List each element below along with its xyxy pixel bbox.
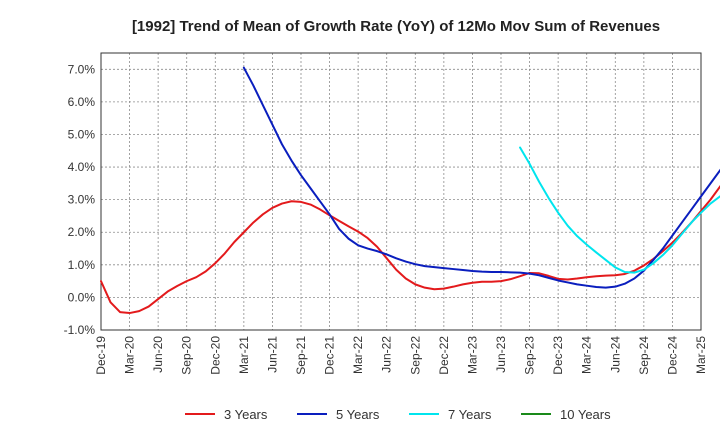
x-tick-label: Mar-23 bbox=[465, 336, 479, 374]
x-tick-label: Sep-21 bbox=[294, 336, 308, 375]
x-tick-label: Mar-24 bbox=[580, 336, 594, 374]
x-tick-label: Dec-20 bbox=[208, 336, 222, 375]
x-tick-label: Dec-23 bbox=[551, 336, 565, 375]
x-tick-label: Mar-20 bbox=[123, 336, 137, 374]
plot-border bbox=[100, 52, 702, 331]
x-tick-label: Jun-22 bbox=[380, 336, 394, 373]
x-tick-label: Sep-20 bbox=[180, 336, 194, 375]
chart-title: [1992] Trend of Mean of Growth Rate (YoY… bbox=[132, 18, 660, 35]
x-tick-label: Sep-22 bbox=[408, 336, 422, 375]
x-tick-label: Dec-19 bbox=[94, 336, 108, 375]
axes: -1.0% 0.0% 1.0% 2.0% 3.0% 4.0% 5.0% 6.0% 7.0% Dec… bbox=[64, 52, 708, 375]
plot-background bbox=[101, 53, 701, 330]
y-tick-label: 3.0% bbox=[68, 193, 96, 207]
x-tick-label: Mar-22 bbox=[351, 336, 365, 374]
legend-label: 10 Years bbox=[560, 407, 611, 422]
series-line-7-years bbox=[519, 146, 720, 274]
legend-label: 5 Years bbox=[336, 407, 380, 422]
x-tick-label: Jun-24 bbox=[608, 336, 622, 373]
x-tick-label: Mar-21 bbox=[237, 336, 251, 374]
y-tick-label: 6.0% bbox=[68, 95, 96, 109]
legend-label: 3 Years bbox=[224, 407, 268, 422]
y-tick-label: 2.0% bbox=[68, 225, 96, 239]
x-tick-label: Jun-23 bbox=[494, 336, 508, 373]
x-tick-label: Mar-25 bbox=[694, 336, 708, 374]
x-tick-label: Dec-21 bbox=[323, 336, 337, 375]
legend-label: 7 Years bbox=[448, 407, 492, 422]
grid bbox=[101, 53, 701, 331]
y-tick-label: 5.0% bbox=[68, 127, 96, 141]
x-tick-label: Dec-24 bbox=[665, 336, 679, 375]
x-tick-label: Dec-22 bbox=[437, 336, 451, 375]
x-tick-label: Jun-21 bbox=[265, 336, 279, 373]
y-tick-label: -1.0% bbox=[64, 323, 96, 337]
y-tick-label: 1.0% bbox=[68, 258, 96, 272]
series-line-5-years bbox=[242, 66, 720, 289]
x-tick-label: Sep-24 bbox=[637, 336, 651, 375]
y-tick-label: 7.0% bbox=[68, 62, 96, 76]
y-tick-label: 4.0% bbox=[68, 160, 96, 174]
y-tick-label: 0.0% bbox=[68, 290, 96, 304]
x-tick-label: Sep-23 bbox=[523, 336, 537, 375]
series-lines bbox=[100, 66, 720, 315]
x-tick-label: Jun-20 bbox=[151, 336, 165, 373]
legend: 3 Years 5 Years 7 Years 10 Years bbox=[185, 407, 611, 422]
